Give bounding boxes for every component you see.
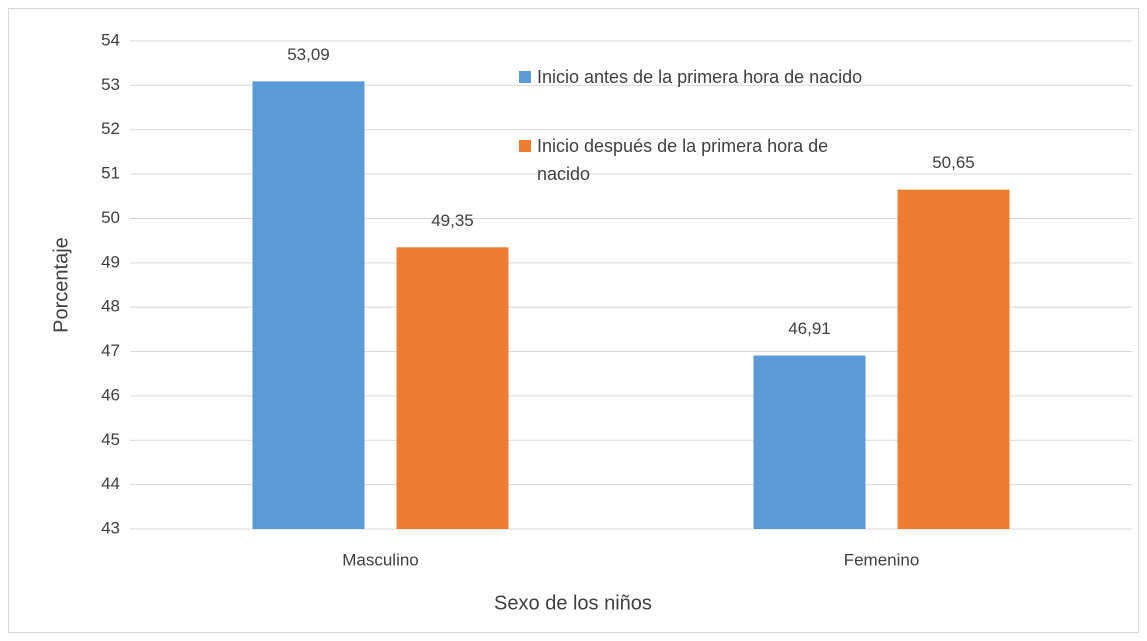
y-tick-label: 50	[101, 208, 120, 227]
legend-label: Inicio antes de la primera hora de nacid…	[537, 67, 863, 87]
bar	[897, 189, 1010, 530]
legend-swatch	[519, 140, 531, 152]
data-label: 53,09	[287, 45, 330, 64]
x-tick-label: Femenino	[844, 550, 920, 569]
bar	[396, 247, 509, 530]
y-tick-label: 43	[101, 518, 120, 537]
chart-border	[8, 8, 1139, 633]
x-axis-title: Sexo de los niños	[494, 592, 652, 614]
y-tick-label: 47	[101, 341, 120, 360]
data-label: 46,91	[788, 319, 831, 338]
bar	[753, 355, 866, 529]
legend-swatch	[519, 71, 531, 83]
y-tick-label: 51	[101, 164, 120, 183]
bar	[252, 81, 365, 529]
y-tick-label: 48	[101, 297, 120, 316]
y-tick-label: 45	[101, 430, 120, 449]
y-axis-title: Porcentaje	[50, 237, 72, 333]
y-tick-label: 54	[101, 30, 120, 49]
y-tick-label: 49	[101, 252, 120, 271]
y-tick-label: 52	[101, 119, 120, 138]
legend-label: Inicio después de la primera hora de nac…	[537, 136, 829, 184]
data-label: 50,65	[932, 153, 975, 172]
x-tick-label: Masculino	[342, 550, 419, 569]
y-tick-label: 44	[101, 474, 120, 493]
y-tick-label: 46	[101, 385, 120, 404]
data-label: 49,35	[431, 211, 474, 230]
y-tick-label: 53	[101, 75, 120, 94]
